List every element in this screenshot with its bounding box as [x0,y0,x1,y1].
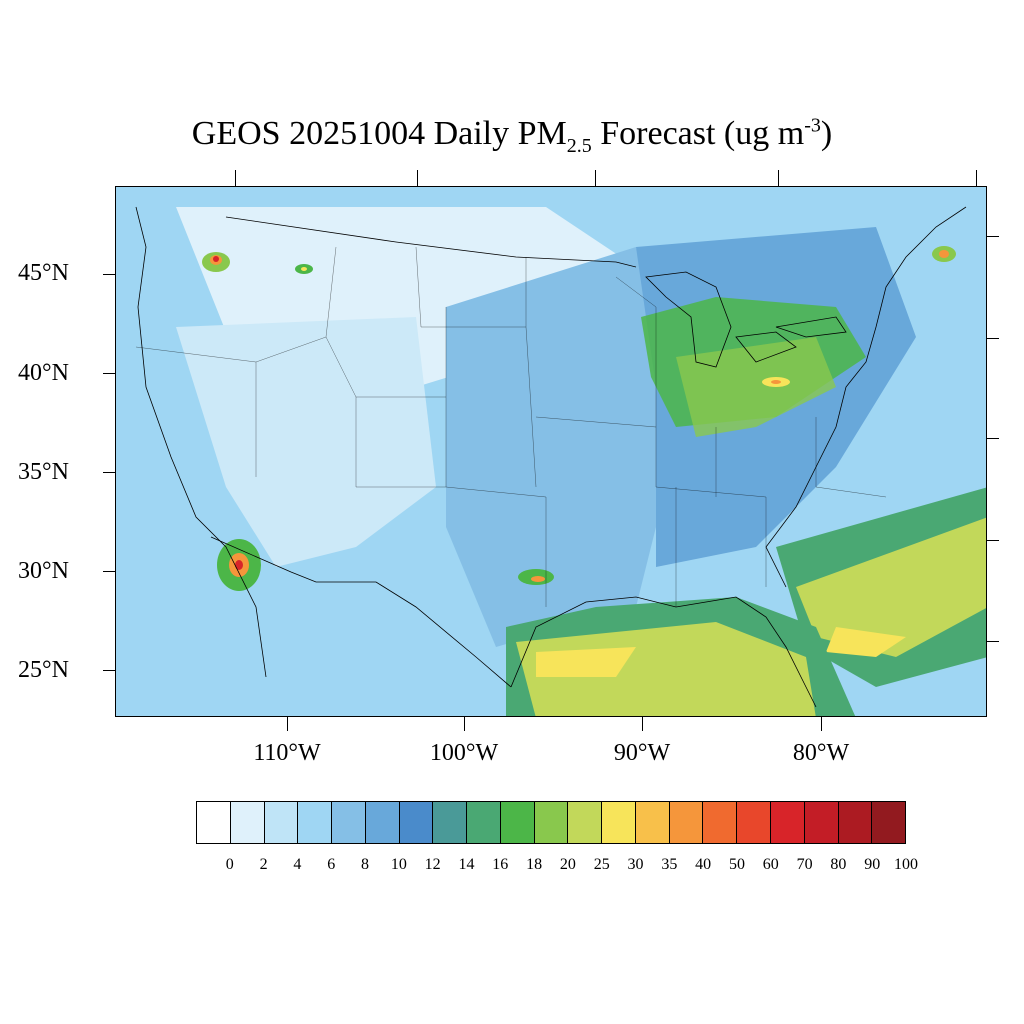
colorbar-label: 18 [526,856,543,873]
lat-tick-30n [103,571,115,572]
colorbar-label: 100 [894,856,918,873]
top-tick-2 [417,170,418,186]
central-plains-region [446,247,676,647]
great-lakes-outline [645,271,847,368]
colorbar-label: 35 [661,856,678,873]
lat-label-45n: 45°N [18,260,69,286]
pennsylvania-hotspot-core [771,380,781,384]
colorbar-cell [500,802,535,843]
colorbar-label: 0 [225,856,234,873]
colorbar-cell [534,802,569,843]
colorbar-cell [804,802,839,843]
sonora-fire-peak [235,560,243,570]
east-coastline [765,206,967,588]
colorbar-cell [568,802,603,843]
atlantic-plume-core [796,517,986,657]
colorbar-label: 2 [259,856,268,873]
colorbar-label: 14 [458,856,475,873]
title-subscript: 2.5 [566,134,592,157]
colorbar-cell [872,802,906,843]
colorbar-label: 70 [796,856,813,873]
us-canada-border [225,216,637,268]
lat-tick-40n [103,373,115,374]
title-superscript: -3 [804,114,821,137]
colorbar-cell [737,802,772,843]
colorbar-cell [264,802,299,843]
colorbar-label: 20 [559,856,576,873]
colorbar-cell [635,802,670,843]
lat-label-30n: 30°N [18,558,69,584]
title-prefix: GEOS 20251004 Daily PM [191,115,567,152]
map-title: GEOS 20251004 Daily PM2.5 Forecast (ug m… [0,112,1024,156]
pm25-map [116,187,986,716]
colorbar-cell [433,802,468,843]
us-mexico-border [210,536,512,688]
title-middle: Forecast (ug m [591,115,805,152]
quebec-fire-core [939,250,949,258]
colorbar-label: 12 [424,856,441,873]
colorbar-label: 10 [390,856,407,873]
colorbar-label: 25 [593,856,610,873]
colorbar-cell [771,802,805,843]
gulf-coastline [510,596,817,708]
right-tick-1 [987,236,999,237]
colorbar-label: 8 [361,856,370,873]
colorbar-label: 30 [627,856,644,873]
right-tick-4 [987,540,999,541]
lat-label-25n: 25°N [18,657,69,683]
colorbar-cell [602,802,636,843]
lat-tick-35n [103,472,115,473]
top-tick-3 [595,170,596,186]
title-suffix: ) [820,115,833,152]
lat-tick-25n [103,670,115,671]
top-tick-5 [976,170,977,186]
right-tick-5 [987,641,999,642]
atlantic-hotspot [826,627,906,657]
lat-tick-45n [103,274,115,275]
western-interior-region [176,317,436,567]
state-borders [135,246,887,607]
lon-tick-110w [287,717,288,731]
colorbar-label: 80 [830,856,847,873]
lon-tick-100w [464,717,465,731]
top-tick-1 [235,170,236,186]
west-coastline [135,206,267,678]
top-tick-4 [778,170,779,186]
lon-label-110w: 110°W [253,740,321,766]
montana-fire-core [301,267,307,271]
louisiana-fire-core [531,576,545,582]
colorbar-label: 90 [864,856,881,873]
gulf-plume-core [516,622,816,716]
colorbar-label: 60 [762,856,779,873]
colorbar-cell [298,802,333,843]
colorbar-label: 4 [293,856,302,873]
idaho-fire-peak [213,256,219,262]
colorbar-cell [703,802,738,843]
lon-tick-80w [821,717,822,731]
colorbar-cell [399,802,434,843]
colorbar-label: 40 [695,856,712,873]
colorbar-cell [669,802,704,843]
gulf-hotspot [536,647,636,677]
lon-label-90w: 90°W [613,740,671,766]
colorbar-label: 16 [492,856,509,873]
lon-tick-90w [642,717,643,731]
lon-label-100w: 100°W [429,740,499,766]
colorbar-cell [332,802,366,843]
colorbar-label: 50 [728,856,745,873]
colorbar-label: 6 [327,856,336,873]
colorbar [196,801,906,844]
ohio-valley-haze [676,337,836,437]
colorbar-cell [467,802,501,843]
lat-label-35n: 35°N [18,459,69,485]
colorbar-cell [197,802,231,843]
map-panel [115,186,987,717]
colorbar-cell [365,802,400,843]
colorbar-cell [230,802,265,843]
lat-label-40n: 40°N [18,360,69,386]
lon-label-80w: 80°W [792,740,850,766]
colorbar-cell [838,802,873,843]
right-tick-2 [987,338,999,339]
right-tick-3 [987,438,999,439]
